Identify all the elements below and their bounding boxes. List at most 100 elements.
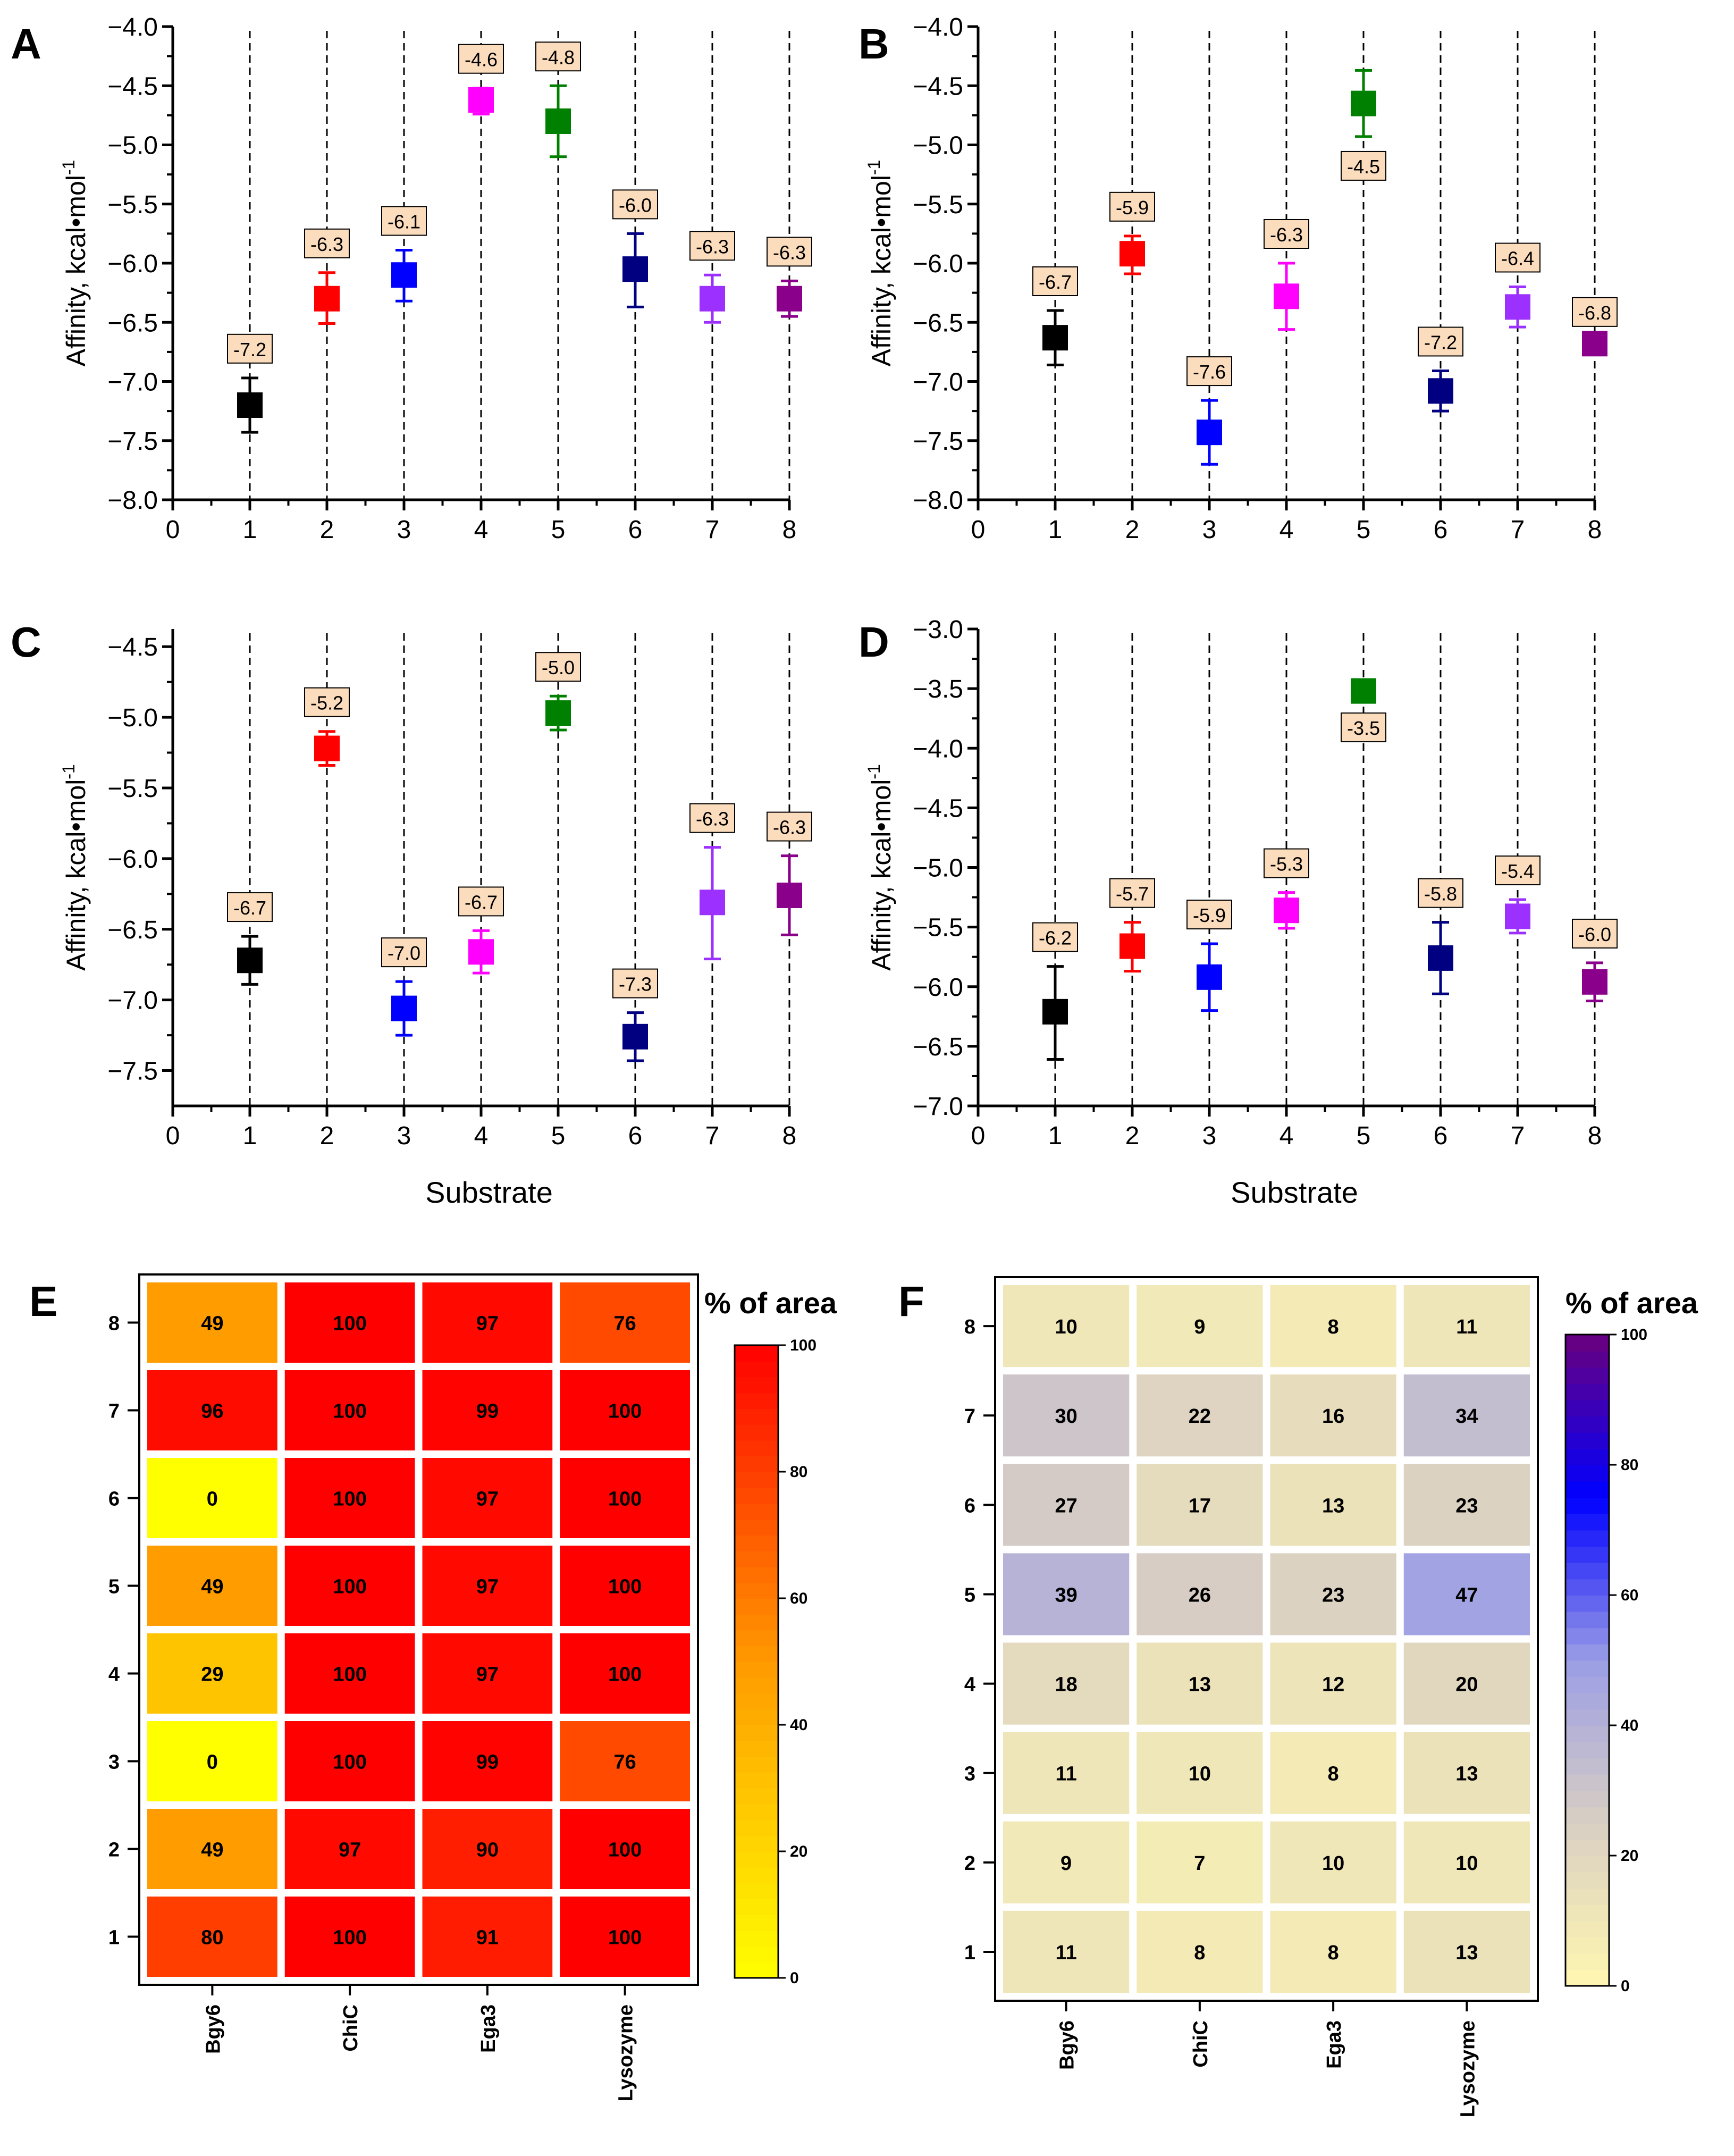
colorbar-segment-e [735, 1819, 778, 1836]
x-tick-label-d: 2 [1125, 1122, 1140, 1150]
y-tick-label-a: −4.0 [107, 13, 158, 41]
data-label-a-7: -6.3 [696, 236, 729, 257]
data-label-box-b [1418, 326, 1463, 357]
colorbar-tick-label-f: 20 [1621, 1847, 1638, 1865]
heatmap-cell-value-f: 8 [1328, 1763, 1339, 1785]
colorbar-segment-f [1565, 1807, 1609, 1824]
heatmap-cell-e [147, 1809, 277, 1889]
data-label-d-2: -5.7 [1116, 883, 1149, 905]
heatmap-cell-value-f: 7 [1194, 1852, 1205, 1875]
heatmap-cell-e [147, 1282, 277, 1363]
heatmap-cell-value-f: 22 [1189, 1405, 1211, 1428]
heatmap-cell-value-f: 9 [1194, 1316, 1205, 1338]
y-tick-label-b: −8.0 [913, 486, 963, 515]
heatmap-cell-e [560, 1546, 690, 1626]
heatmap-cell-value-e: 90 [476, 1839, 499, 1861]
heatmap-cell-f [1003, 1821, 1130, 1903]
y-tick-label-a: −8.0 [107, 486, 158, 515]
heatmap-cell-value-e: 96 [201, 1400, 223, 1423]
y-tick-label-c: −6.0 [107, 845, 158, 874]
heatmap-cell-value-f: 23 [1455, 1495, 1478, 1517]
heatmap-col-label-f: Lysozyme [1457, 2020, 1479, 2117]
data-point-b-2 [1119, 241, 1145, 267]
panel-letter-d: D [858, 618, 889, 666]
data-point-a-7 [700, 286, 725, 312]
data-label-box-b [1186, 356, 1232, 387]
heatmap-cell-value-f: 26 [1189, 1584, 1211, 1606]
heatmap-cell-f [1403, 1464, 1530, 1546]
heatmap-cell-e [147, 1633, 277, 1714]
data-label-box-a [304, 228, 350, 258]
data-label-a-5: -4.8 [542, 46, 575, 68]
y-tick-label-b: −6.5 [913, 309, 963, 337]
colorbar-segment-f [1565, 1953, 1609, 1970]
colorbar-segment-f [1565, 1709, 1609, 1726]
y-tick-label-b: −4.0 [913, 13, 963, 41]
heatmap-cell-e [422, 1809, 553, 1889]
data-point-c-6 [622, 1024, 648, 1050]
x-tick-label-c: 6 [628, 1122, 643, 1150]
colorbar-segment-f [1565, 1920, 1609, 1938]
heatmap-row-label-f: 3 [964, 1763, 975, 1785]
heatmap-cell-f [1003, 1553, 1130, 1635]
y-tick-label-c: −6.5 [107, 916, 158, 944]
heatmap-cell-e [422, 1897, 553, 1977]
x-tick-label-a: 4 [474, 516, 489, 544]
y-axis-title-d: Affinity, kcal•mol-1 [864, 764, 896, 971]
heatmap-row-label-e: 4 [108, 1664, 120, 1686]
heatmap-f: 11 8 8 13 1 9 7 10 10 2 11 10 8 13 3 18 13 12 20 4 39 26 23 47 5… [964, 1276, 1698, 2117]
data-point-b-7 [1505, 294, 1530, 320]
y-axis-title-text-b: Affinity, kcal•mol [866, 175, 896, 366]
data-label-b-3: -7.6 [1193, 361, 1226, 383]
colorbar-segment-e [735, 1883, 778, 1900]
colorbar-segment-f [1565, 1416, 1609, 1433]
heatmap-cell-value-f: 47 [1455, 1584, 1478, 1606]
heatmap-col-label-e: Ega3 [477, 2004, 500, 2053]
y-tick-label-b: −5.0 [913, 132, 963, 160]
heatmap-cell-f [1270, 1642, 1396, 1725]
heatmap-cell-value-f: 11 [1056, 1763, 1077, 1785]
colorbar-segment-f [1565, 1335, 1609, 1352]
data-label-box-b [1264, 219, 1309, 249]
heatmap-cell-f [1137, 1821, 1263, 1903]
colorbar-segment-f [1565, 1497, 1609, 1514]
heatmap-cell-f [1270, 1732, 1396, 1814]
heatmap-cell-f [1003, 1464, 1130, 1546]
data-label-b-7: -6.4 [1501, 248, 1534, 270]
heatmap-cell-value-e: 97 [476, 1664, 499, 1686]
x-tick-label-c: 2 [320, 1122, 334, 1150]
heatmap-cell-e [422, 1546, 553, 1626]
data-label-d-7: -5.4 [1501, 860, 1534, 882]
colorbar-segment-f [1565, 1595, 1609, 1612]
colorbar-segment-f [1565, 1725, 1609, 1742]
heatmap-cell-value-e: 49 [201, 1313, 223, 1335]
y-tick-label-a: −7.5 [107, 427, 158, 456]
colorbar-segment-f [1565, 1741, 1609, 1759]
y-tick-label-a: −5.5 [107, 191, 158, 219]
colorbar-segment-e [735, 1646, 778, 1662]
colorbar-tick-label-f: 100 [1621, 1326, 1647, 1344]
data-label-box-a [535, 41, 581, 72]
colorbar-segment-f [1565, 1562, 1609, 1580]
data-label-box-d [1418, 878, 1463, 908]
data-label-c-1: -6.7 [233, 897, 266, 919]
colorbar-segment-e [735, 1899, 778, 1915]
x-tick-label-c: 7 [705, 1122, 720, 1150]
y-tick-label-c: −7.0 [107, 987, 158, 1015]
x-tick-label-d: 1 [1048, 1122, 1063, 1150]
colorbar-segment-e [735, 1867, 778, 1884]
data-point-d-2 [1119, 933, 1145, 959]
colorbar-segment-e [735, 1962, 778, 1978]
heatmap-row-label-f: 2 [964, 1852, 975, 1875]
heatmap-cell-value-e: 97 [476, 1576, 499, 1598]
x-tick-label-b: 5 [1357, 516, 1371, 544]
data-label-d-8: -6.0 [1578, 924, 1611, 945]
heatmap-cell-e [422, 1282, 553, 1363]
data-label-d-3: -5.9 [1193, 904, 1226, 926]
heatmap-row-label-e: 7 [108, 1400, 120, 1423]
colorbar-segment-e [735, 1582, 778, 1599]
colorbar-tick-label-e: 40 [790, 1716, 807, 1734]
colorbar-segment-f [1565, 1823, 1609, 1840]
colorbar-segment-f [1565, 1448, 1609, 1465]
data-label-box-d [1264, 848, 1309, 878]
